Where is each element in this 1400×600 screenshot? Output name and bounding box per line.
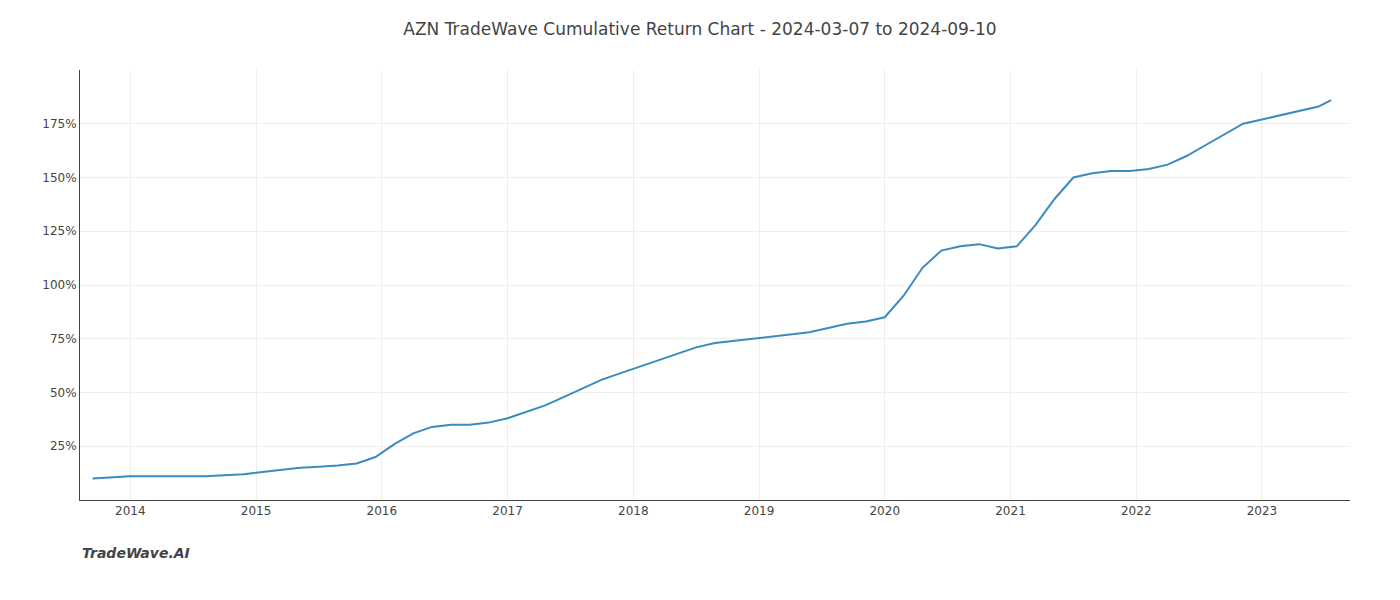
svg-text:2020: 2020	[869, 504, 900, 518]
svg-text:75%: 75%	[50, 332, 77, 346]
svg-text:2019: 2019	[744, 504, 775, 518]
svg-text:2014: 2014	[115, 504, 146, 518]
svg-text:2015: 2015	[241, 504, 272, 518]
svg-text:175%: 175%	[42, 117, 76, 131]
svg-text:AZN TradeWave Cumulative Retur: AZN TradeWave Cumulative Return Chart - …	[403, 19, 996, 39]
svg-text:150%: 150%	[42, 171, 76, 185]
svg-text:100%: 100%	[42, 278, 76, 292]
svg-text:TradeWave.AI: TradeWave.AI	[82, 545, 190, 561]
svg-text:2021: 2021	[995, 504, 1026, 518]
svg-text:2022: 2022	[1121, 504, 1152, 518]
svg-text:2023: 2023	[1247, 504, 1278, 518]
svg-text:2016: 2016	[367, 504, 398, 518]
svg-text:2017: 2017	[492, 504, 523, 518]
svg-text:2018: 2018	[618, 504, 649, 518]
svg-text:50%: 50%	[50, 386, 77, 400]
svg-text:125%: 125%	[42, 224, 76, 238]
svg-text:25%: 25%	[50, 439, 77, 453]
